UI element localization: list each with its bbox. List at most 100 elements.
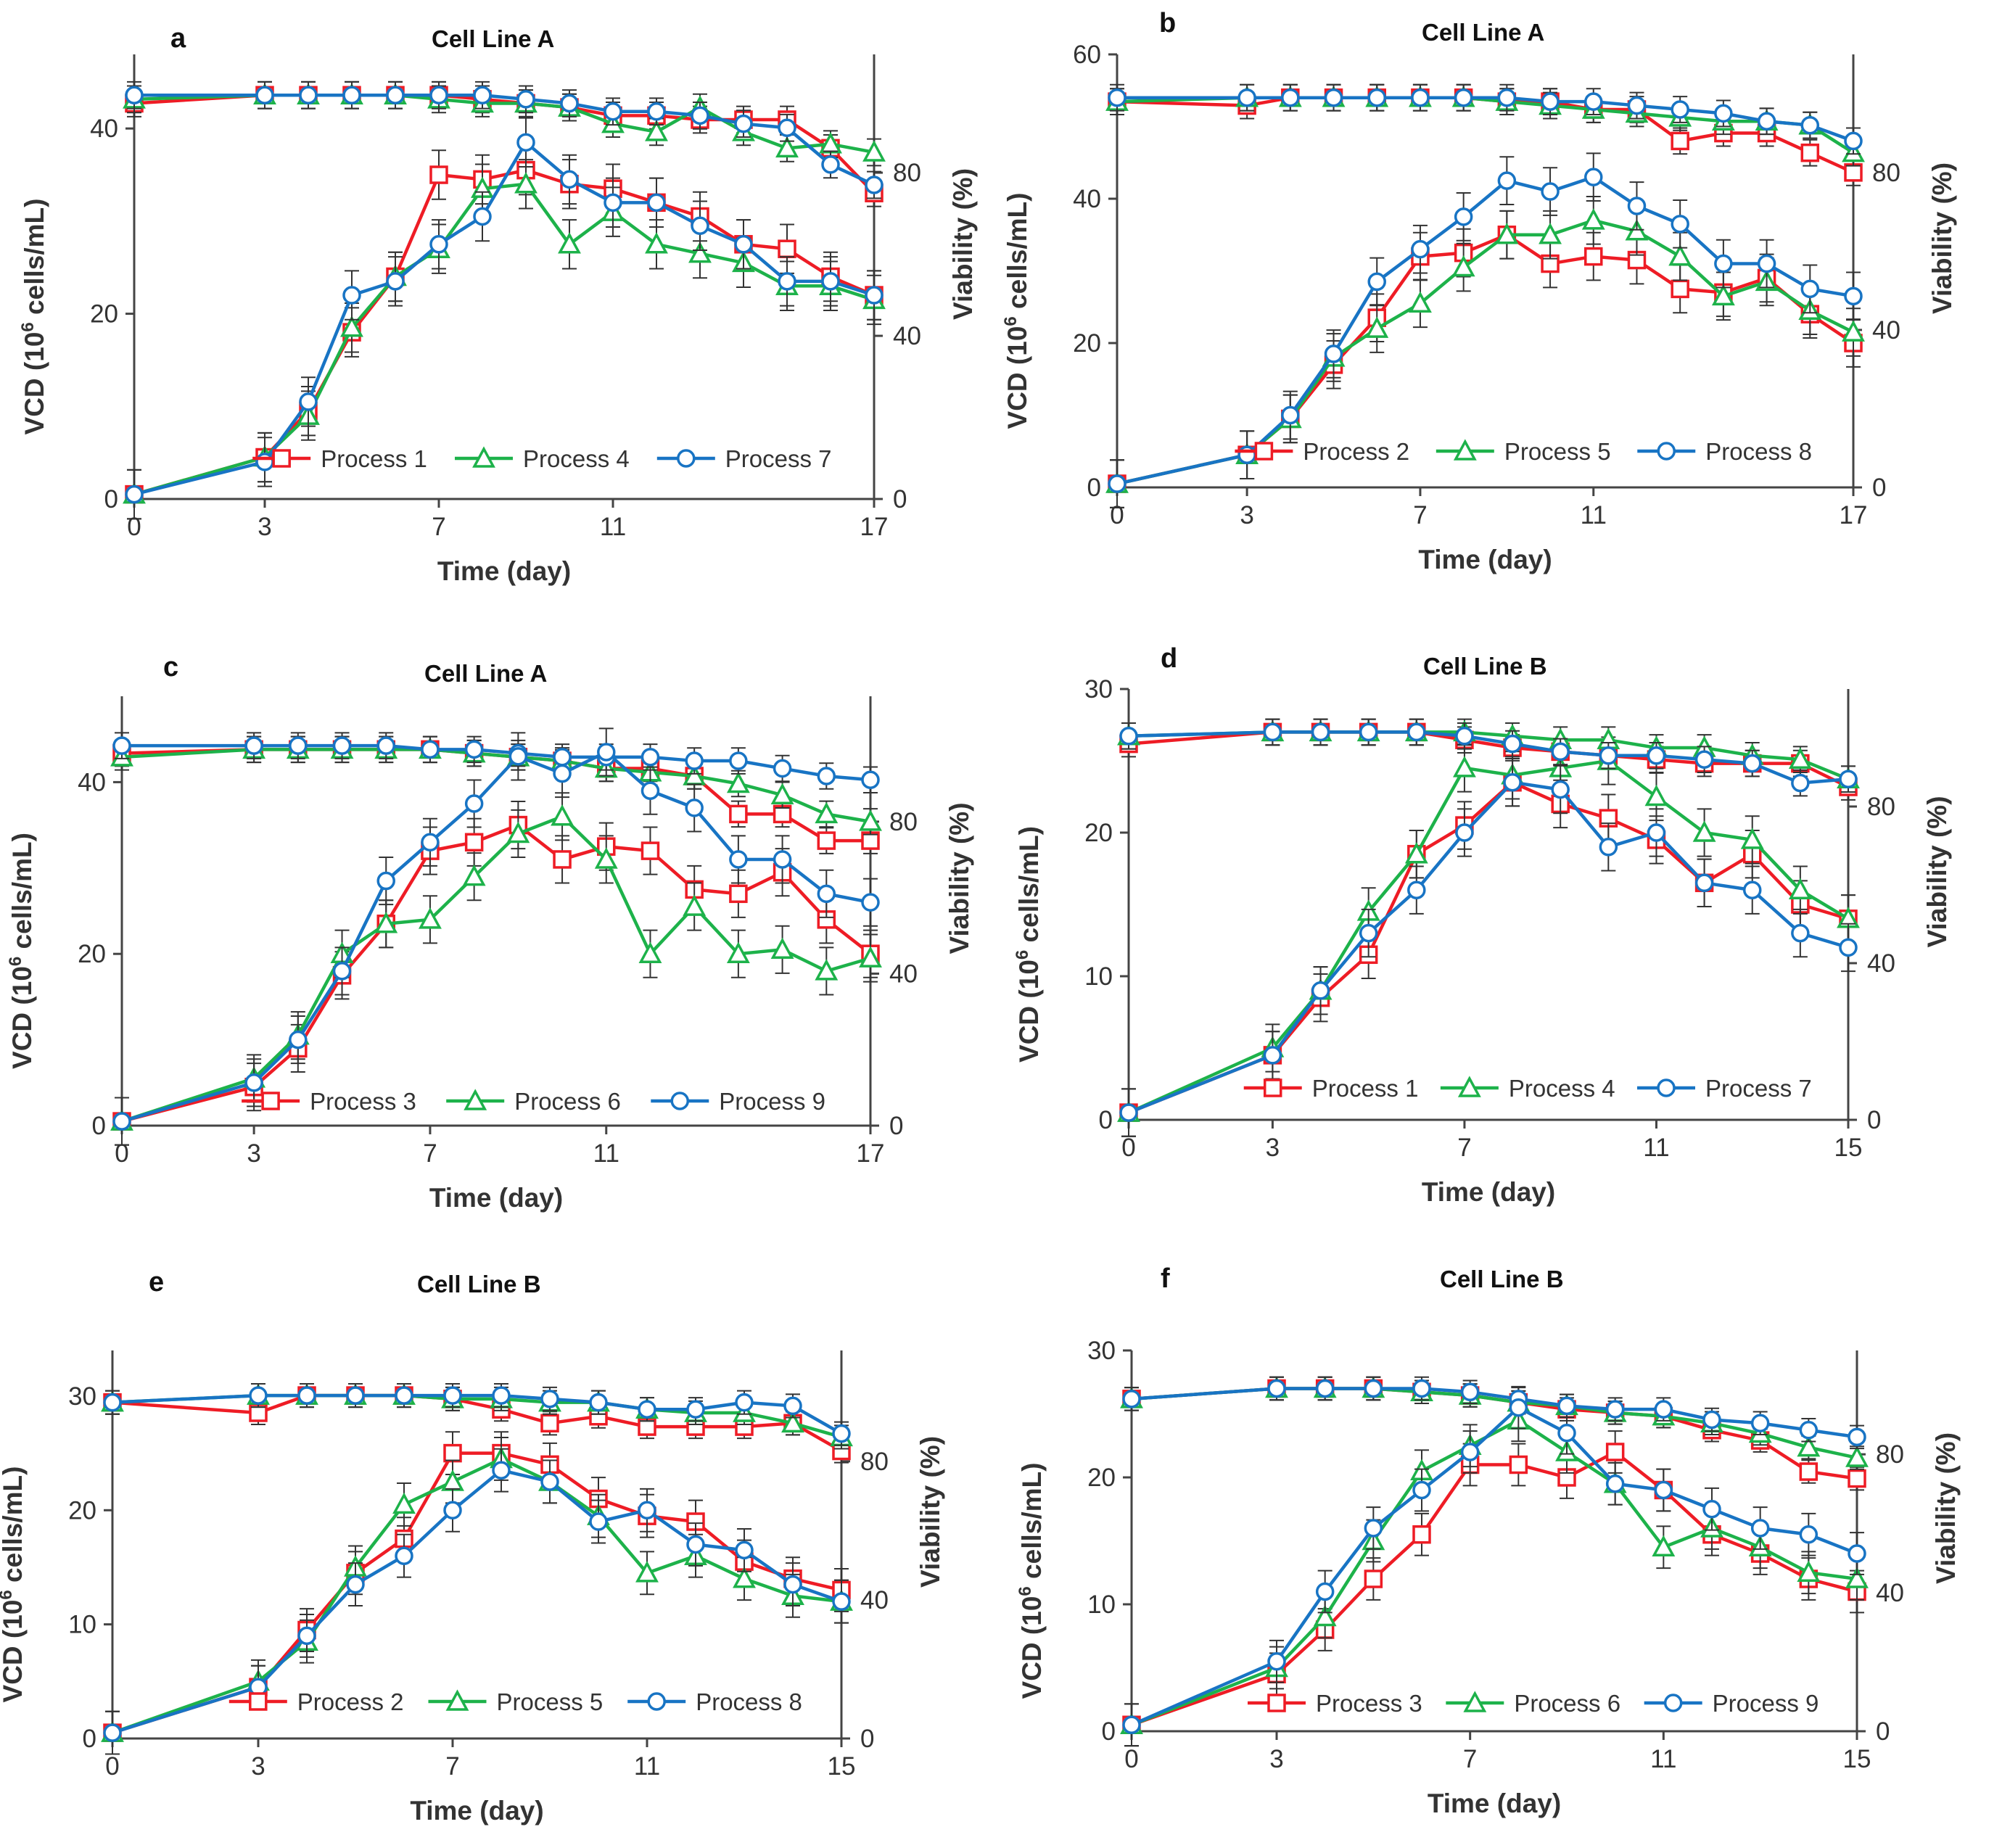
vcd-line: [133, 182, 875, 496]
viability-point: [1848, 1427, 1866, 1447]
vcd-point: [1551, 780, 1570, 799]
viability-point: [540, 1390, 559, 1408]
legend: Process 3 Process 6 Process 9: [1248, 1690, 1819, 1717]
legend: Process 2 Process 5 Process 8: [1235, 438, 1812, 465]
y-tick-label-left: 40: [90, 115, 118, 143]
y-axis-title-right: Viability (%): [944, 802, 974, 954]
viability-point: [1237, 88, 1256, 107]
vcd-point: [1237, 445, 1256, 464]
y-tick-label-left: 60: [1073, 41, 1101, 69]
panel-title: Cell Line B: [1423, 653, 1547, 680]
viability-point: [1359, 722, 1378, 742]
vcd-point: [1460, 1443, 1480, 1461]
viability-point: [1742, 754, 1762, 773]
y-tick-label-left: 10: [68, 1611, 96, 1639]
legend-marker: [1663, 1694, 1683, 1712]
vcd-point: [1668, 244, 1692, 266]
legend-marker: [1254, 442, 1274, 461]
viability-point: [645, 120, 668, 141]
viability-point: [1788, 747, 1812, 769]
legend: Process 3 Process 6 Process 9: [242, 1088, 825, 1115]
y-tick-label-left: 0: [104, 485, 118, 513]
panel-title: Cell Line B: [1440, 1266, 1564, 1292]
vcd-point: [112, 1112, 131, 1131]
viability-point: [1281, 88, 1300, 107]
legend-label: Process 5: [497, 1688, 604, 1715]
vcd-point: [386, 272, 405, 291]
viability-point: [1267, 1379, 1286, 1398]
vcd-line: [1131, 1406, 1858, 1727]
legend-label: Process 4: [1509, 1075, 1615, 1102]
viability-point: [770, 783, 794, 804]
series-process-9: [112, 727, 880, 1146]
x-tick-label: 15: [828, 1752, 856, 1781]
vcd-point: [299, 392, 318, 411]
viability-point: [1497, 88, 1517, 107]
vcd-point: [1671, 215, 1689, 234]
vcd-point: [1844, 286, 1863, 306]
vcd-point: [443, 1501, 462, 1520]
vcd-point: [635, 1561, 659, 1583]
vcd-point: [688, 241, 712, 263]
vcd-point: [1848, 1544, 1866, 1563]
vcd-line: [1116, 175, 1854, 486]
panel-title: Cell Line A: [432, 25, 554, 52]
legend-label: Process 3: [1316, 1690, 1422, 1717]
vcd-point: [1742, 880, 1762, 899]
vcd-point: [821, 272, 840, 291]
vcd-point: [861, 893, 880, 912]
vcd-point: [645, 232, 668, 254]
vcd-point: [641, 781, 660, 800]
viability-line: [1128, 730, 1849, 785]
vcd-point: [1647, 823, 1666, 842]
viability-point: [1584, 92, 1603, 111]
vcd-point: [429, 235, 448, 254]
viability-point: [1757, 112, 1776, 131]
vcd-point: [1119, 1103, 1138, 1122]
y-tick-label-right: 40: [893, 322, 921, 350]
y-title-part: cells/mL): [0, 1467, 28, 1591]
x-tick-label: 11: [1581, 501, 1607, 529]
viability-point: [604, 102, 622, 121]
x-tick-label: 7: [432, 513, 445, 541]
y-tick-label-right: 0: [893, 485, 907, 513]
y-title-part: VCD (10: [20, 332, 49, 435]
y-tick-label-right: 40: [1872, 316, 1900, 345]
vcd-point: [1452, 756, 1476, 777]
vcd-point: [1711, 284, 1735, 306]
viability-point: [1848, 1469, 1866, 1488]
vcd-point: [346, 1575, 365, 1594]
vcd-point: [1652, 1535, 1676, 1556]
legend-marker: [1457, 1076, 1481, 1097]
vcd-point: [540, 1472, 559, 1491]
legend-marker: [1657, 1078, 1676, 1097]
x-tick-label: 11: [1643, 1134, 1669, 1162]
vcd-point: [558, 232, 581, 254]
y-title-part: VCD (10: [1014, 960, 1044, 1063]
x-tick-label: 3: [251, 1752, 265, 1781]
y-tick-label-right: 0: [1876, 1717, 1890, 1746]
viability-point: [638, 1400, 656, 1419]
y-title-part: cells/mL): [1014, 826, 1044, 950]
vcd-line: [1128, 759, 1850, 1115]
viability-point: [342, 86, 361, 104]
vcd-point: [553, 764, 572, 783]
y-title-superscript: 6: [6, 957, 25, 966]
vcd-point: [1692, 820, 1716, 842]
x-tick-label: 7: [423, 1139, 437, 1168]
legend-marker: [1657, 442, 1676, 461]
viability-point: [691, 106, 709, 125]
viability-line: [133, 93, 875, 154]
viability-point: [112, 736, 131, 755]
vcd-point: [686, 1535, 705, 1554]
y-axis-title-left: VCD (106 cells/mL): [1013, 826, 1044, 1063]
y-tick-label-left: 0: [83, 1725, 96, 1753]
vcd-point: [421, 833, 440, 852]
y-tick-label-right: 0: [1872, 474, 1886, 502]
x-tick-label: 17: [1840, 501, 1868, 529]
viability-point: [734, 114, 753, 133]
x-tick-label: 7: [445, 1752, 459, 1781]
x-tick-label: 15: [1843, 1745, 1871, 1773]
